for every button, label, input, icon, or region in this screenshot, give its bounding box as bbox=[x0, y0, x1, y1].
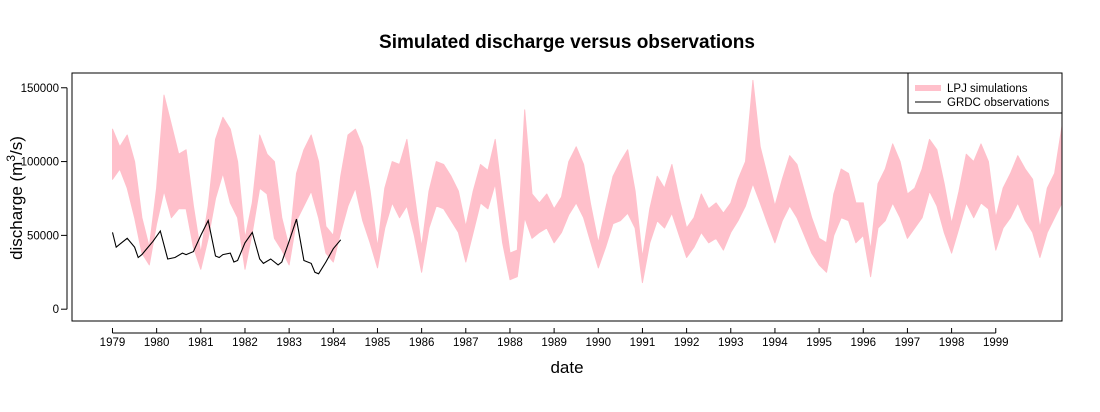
y-tick-label: 150000 bbox=[21, 83, 59, 95]
chart-title: Simulated discharge versus observations bbox=[379, 32, 755, 53]
x-tick-label: 1993 bbox=[718, 337, 744, 349]
x-tick-label: 1980 bbox=[144, 337, 170, 349]
x-tick-label: 1986 bbox=[409, 337, 435, 349]
plot-frame bbox=[71, 72, 1063, 322]
y-axis-label-superscript: 3 bbox=[4, 155, 18, 162]
y-tick-label: 0 bbox=[53, 304, 59, 316]
x-tick-label: 1991 bbox=[630, 337, 656, 349]
y-tick-label: 100000 bbox=[21, 157, 59, 169]
y-axis-label: discharge (m3/s) bbox=[4, 136, 26, 260]
legend-label-observations: GRDC observations bbox=[947, 97, 1050, 109]
x-tick-label: 1982 bbox=[232, 337, 258, 349]
x-tick-label: 1995 bbox=[806, 337, 832, 349]
x-tick-label: 1989 bbox=[541, 337, 567, 349]
x-tick-label: 1996 bbox=[850, 337, 876, 349]
x-tick-label: 1988 bbox=[497, 337, 523, 349]
x-tick-label: 1983 bbox=[276, 337, 302, 349]
x-tick-label: 1994 bbox=[762, 337, 788, 349]
x-tick-label: 1999 bbox=[983, 337, 1009, 349]
x-tick-label: 1979 bbox=[100, 337, 126, 349]
x-tick-label: 1990 bbox=[585, 337, 611, 349]
x-tick-label: 1987 bbox=[453, 337, 479, 349]
legend: LPJ simulations GRDC observations bbox=[907, 72, 1063, 114]
axes-layer: 1979 1980 1981 1982 1983 1984 1985 1986 1987 1988… bbox=[21, 83, 1009, 349]
x-tick-label: 1998 bbox=[939, 337, 965, 349]
y-axis-label-main: discharge (m bbox=[7, 162, 26, 260]
y-tick-label: 50000 bbox=[27, 230, 59, 242]
legend-label-simulations: LPJ simulations bbox=[947, 83, 1028, 95]
legend-box bbox=[907, 72, 1063, 114]
x-tick-label: 1992 bbox=[674, 337, 700, 349]
x-tick-label: 1981 bbox=[188, 337, 214, 349]
x-tick-label: 1985 bbox=[365, 337, 391, 349]
x-tick-label: 1997 bbox=[895, 337, 921, 349]
x-tick-label: 1984 bbox=[321, 337, 347, 349]
observation-line bbox=[111, 218, 342, 275]
observation-line-layer bbox=[111, 218, 342, 275]
x-axis-label: date bbox=[550, 358, 583, 377]
y-axis-label-suffix: /s) bbox=[7, 136, 26, 155]
